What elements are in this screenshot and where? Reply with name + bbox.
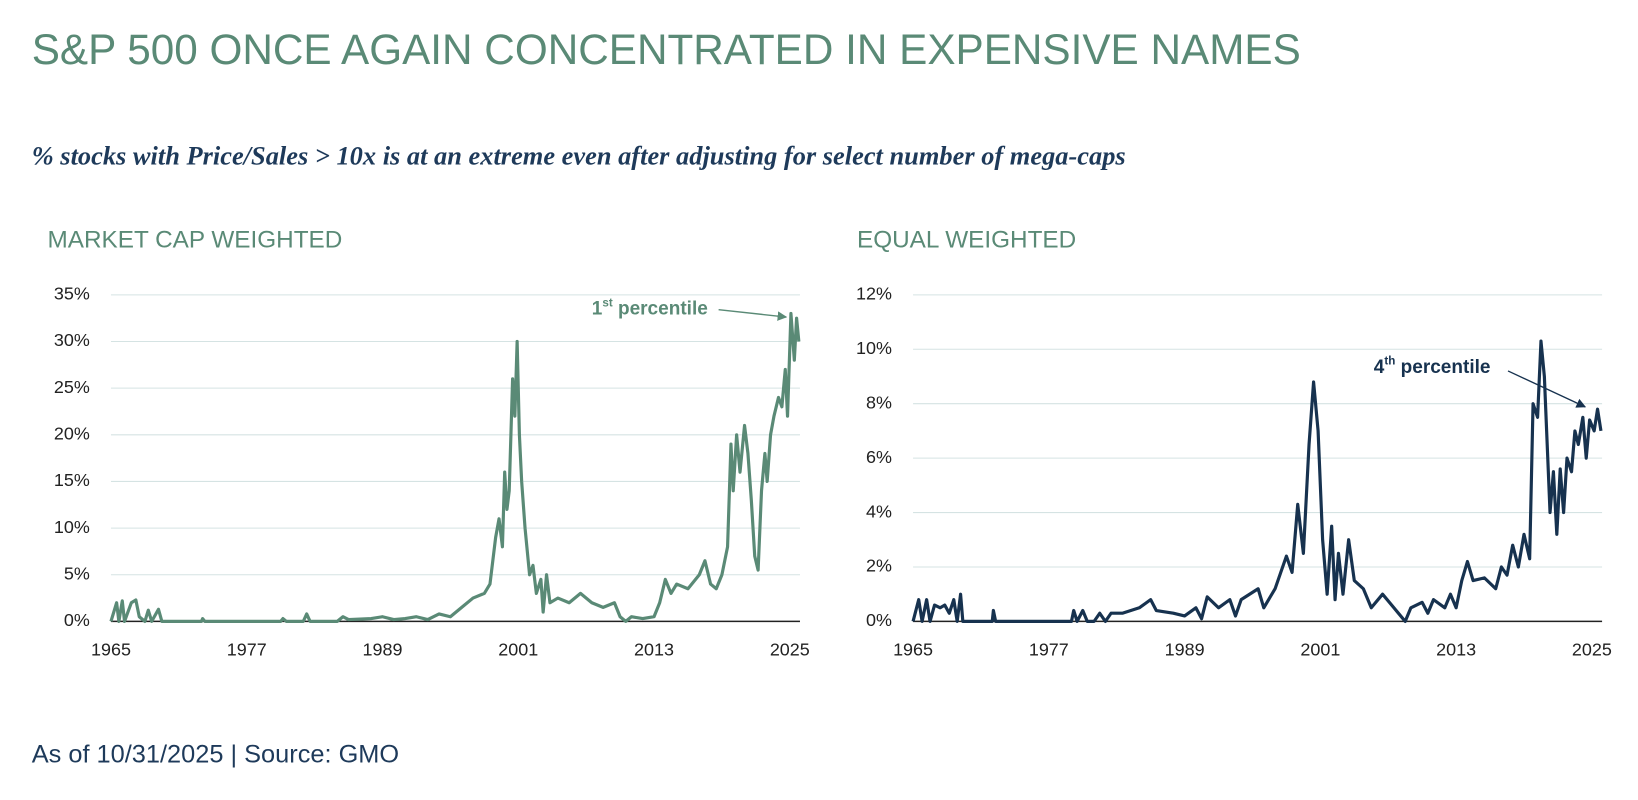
y-tick-label: 8% [866, 392, 892, 412]
y-tick-label: 10% [54, 517, 90, 537]
x-tick-label: 1977 [227, 640, 267, 660]
x-tick-label: 1965 [91, 640, 131, 660]
annotation-label: percentile [618, 299, 708, 320]
annotation: 1st percentile [592, 296, 708, 319]
page-title: S&P 500 ONCE AGAIN CONCENTRATED IN EXPEN… [32, 26, 1301, 73]
annotation-arrow [718, 308, 788, 321]
y-tick-label: 0% [866, 610, 892, 630]
chart-title: MARKET CAP WEIGHTED [48, 226, 343, 253]
page-subtitle: % stocks with Price/Sales > 10x is at an… [32, 141, 1126, 171]
x-tick-label: 1989 [363, 640, 403, 660]
source-note: As of 10/31/2025 | Source: GMO [32, 740, 399, 768]
annotation-ordinal: th [1384, 354, 1395, 367]
annotation-rank: 1 [592, 299, 603, 320]
annotation: 4th percentile [1374, 354, 1491, 377]
y-tick-label: 15% [54, 470, 90, 490]
x-tick-label: 2001 [498, 640, 538, 660]
y-tick-label: 2% [866, 556, 892, 576]
y-tick-label: 10% [856, 338, 892, 358]
x-tick-label: 1977 [1029, 640, 1069, 660]
y-tick-label: 30% [54, 330, 90, 350]
x-tick-label: 2013 [1436, 640, 1476, 660]
data-line [109, 311, 801, 623]
annotation-label: percentile [1401, 357, 1491, 378]
annotation-arrow [1507, 370, 1587, 408]
x-tick-label: 2013 [634, 640, 674, 660]
y-tick-label: 12% [856, 284, 892, 304]
x-tick-label: 1965 [893, 640, 933, 660]
x-tick-label: 1989 [1165, 640, 1205, 660]
y-tick-label: 35% [54, 284, 90, 304]
x-tick-label: 2025 [770, 640, 810, 660]
chart-title: EQUAL WEIGHTED [857, 226, 1076, 253]
y-tick-label: 20% [54, 424, 90, 444]
y-tick-label: 0% [64, 610, 90, 630]
y-tick-label: 5% [64, 563, 90, 583]
data-line [911, 339, 1603, 623]
y-tick-label: 4% [866, 501, 892, 521]
x-tick-label: 2001 [1300, 640, 1340, 660]
annotation-rank: 4 [1374, 357, 1385, 378]
x-tick-label: 2025 [1572, 640, 1612, 660]
y-tick-label: 6% [866, 447, 892, 467]
y-tick-label: 25% [54, 377, 90, 397]
annotation-ordinal: st [602, 296, 612, 309]
